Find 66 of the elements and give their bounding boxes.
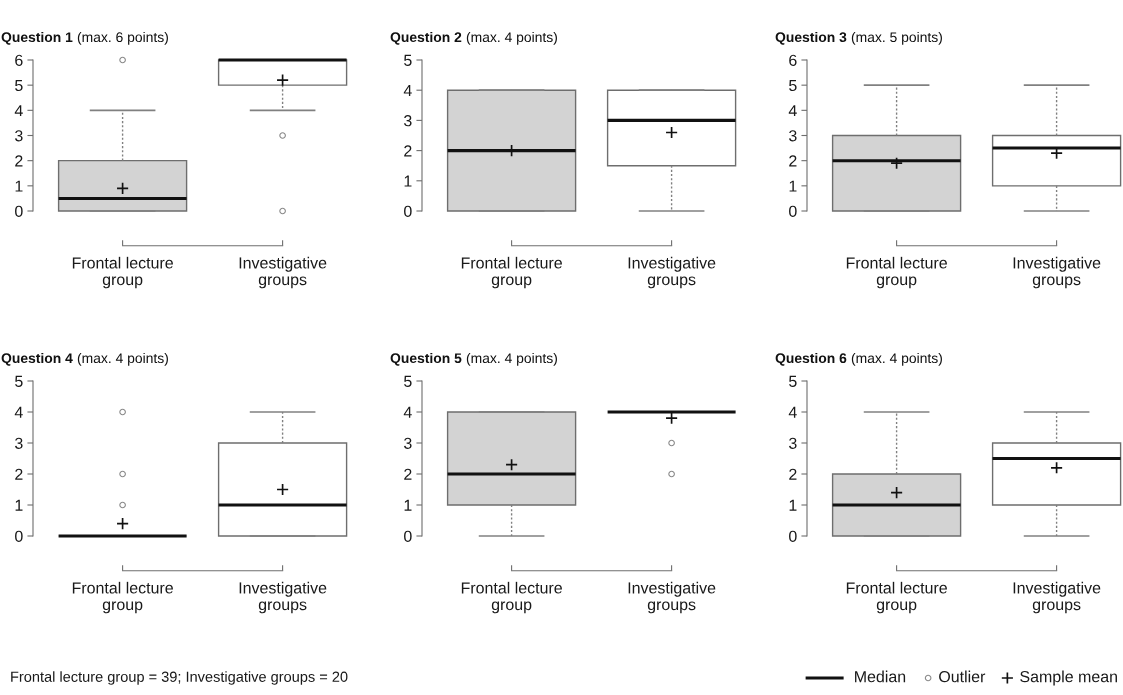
y-tick-label: 1 (404, 175, 412, 187)
y-tick-label: 5 (404, 375, 412, 387)
text: Median (855, 670, 906, 683)
y-tick-label: 4 (403, 85, 412, 96)
text: Sample mean (1020, 670, 1117, 686)
y-tick-label: 0 (404, 530, 412, 542)
x-tick-label: Investigative groups (628, 256, 716, 289)
y-tick-label: 1 (15, 499, 23, 511)
y-tick-label: 4 (14, 105, 23, 117)
y-tick-label: 3 (789, 130, 797, 142)
y-tick-label: 0 (789, 530, 797, 542)
y-tick-label: 6 (15, 54, 23, 66)
y-tick-label: 3 (15, 437, 23, 449)
y-tick-label: 0 (15, 530, 23, 542)
chart-subtitle: (max. 6 points) (77, 31, 168, 45)
x-tick-label: Investigative groups (628, 581, 716, 614)
x-tick-label: Investigative groups (239, 256, 327, 289)
y-tick-label: 4 (788, 406, 797, 418)
y-tick-label: 4 (14, 406, 23, 418)
y-tick-label: 1 (789, 180, 797, 192)
y-tick-label: 5 (789, 79, 797, 92)
y-tick-label: 0 (404, 205, 412, 217)
y-tick-label: 0 (789, 205, 797, 217)
y-tick-label: 1 (15, 180, 23, 192)
x-tick-label: Investigative groups (1013, 581, 1101, 614)
x-tick-label: Frontal lecture group (72, 256, 173, 289)
y-tick-label: 2 (789, 468, 797, 480)
chart-subtitle: (max. 4 points) (77, 352, 168, 366)
y-tick-label: 2 (404, 468, 412, 480)
y-tick-label: 2 (404, 145, 412, 157)
y-tick-label: 1 (404, 499, 412, 511)
chart-subtitle: (max. 5 points) (851, 31, 942, 45)
y-tick-label: 3 (789, 437, 797, 449)
y-tick-label: 1 (789, 499, 797, 511)
y-tick-label: 4 (788, 105, 797, 117)
x-tick-label: Frontal lecture group (461, 256, 562, 289)
y-tick-label: 5 (789, 375, 797, 387)
x-tick-label: Frontal lecture group (72, 581, 173, 614)
chart-title: Question 2 (390, 31, 462, 45)
y-tick-label: 5 (15, 79, 23, 92)
text: Frontal lecture group = 39; Investigative groups = 20 (11, 671, 348, 685)
y-tick-label: 2 (15, 155, 23, 167)
x-tick-label: Frontal lecture group (461, 581, 562, 614)
chart-title: Question 3 (775, 31, 847, 45)
y-tick-label: 3 (404, 437, 412, 449)
x-tick-label: Investigative groups (239, 581, 327, 614)
y-tick-label: 6 (789, 54, 797, 66)
y-tick-label: 2 (789, 155, 797, 167)
chart-subtitle: (max. 4 points) (466, 31, 557, 45)
chart-title: Question 5 (390, 352, 462, 366)
chart-title: Question 6 (775, 352, 847, 366)
chart-title: Question 4 (1, 352, 73, 366)
y-tick-label: 0 (15, 205, 23, 217)
x-tick-label: Investigative groups (1013, 256, 1101, 289)
text: Outlier (939, 670, 986, 683)
chart-title: Question 1 (1, 31, 73, 45)
y-tick-label: 5 (404, 54, 412, 66)
x-tick-label: Frontal lecture group (846, 256, 947, 289)
chart-subtitle: (max. 4 points) (466, 352, 557, 366)
y-tick-label: 4 (403, 406, 412, 418)
y-tick-label: 5 (15, 375, 23, 387)
x-tick-label: Frontal lecture group (846, 581, 947, 614)
y-tick-label: 3 (404, 115, 412, 127)
chart-subtitle: (max. 4 points) (851, 352, 942, 366)
y-tick-label: 2 (15, 468, 23, 480)
y-tick-label: 3 (15, 130, 23, 142)
